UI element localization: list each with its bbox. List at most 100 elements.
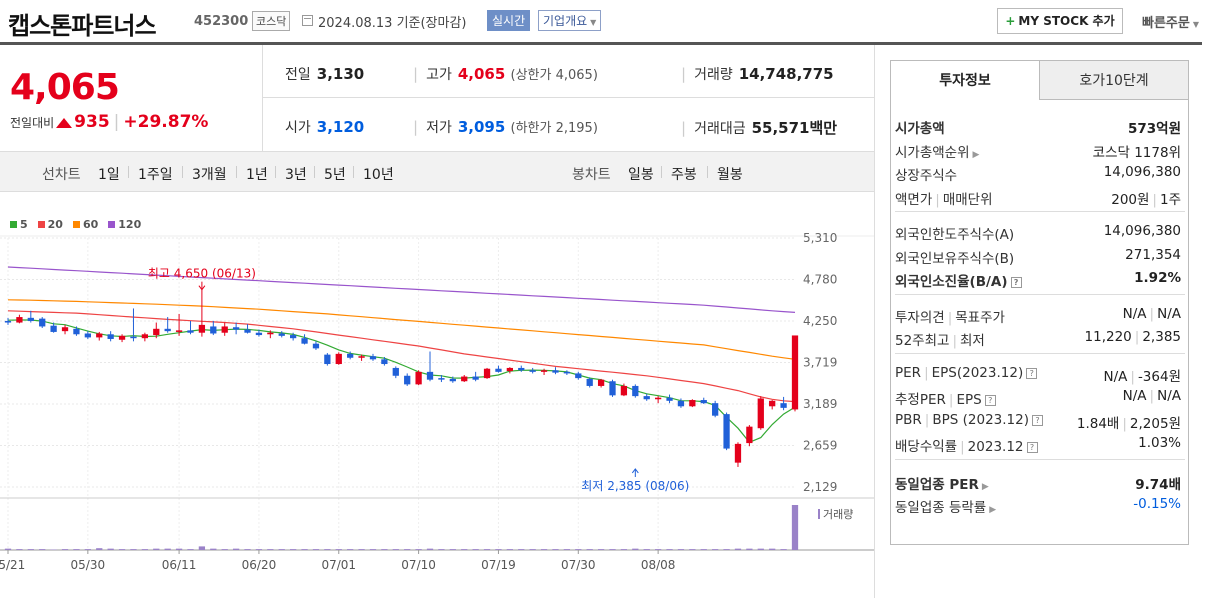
ma-legend-item: 60 — [72, 218, 99, 231]
candle-body — [563, 371, 571, 374]
info-value-text: 573억원 — [1127, 121, 1181, 137]
chevron-right-icon: ▶ — [981, 481, 989, 492]
prev-label: 전일 — [285, 67, 311, 83]
help-icon: ? — [1031, 414, 1043, 426]
volume-bar — [39, 549, 46, 550]
tab-3y[interactable]: 3년 — [285, 167, 307, 183]
info-key-label: 배당수익률 — [895, 439, 958, 455]
realtime-button[interactable]: 실시간 — [487, 10, 531, 31]
volume-bar — [586, 549, 593, 550]
up-arrow-icon — [56, 118, 73, 128]
divider — [314, 166, 315, 178]
divider — [353, 166, 354, 178]
candle-body — [654, 397, 662, 400]
divider: | — [1122, 415, 1127, 432]
volume-bar — [198, 546, 206, 550]
high-label: 고가 — [426, 67, 452, 83]
info-key-label: EPS — [956, 392, 982, 408]
tab-3m[interactable]: 3개월 — [192, 167, 227, 183]
chevron-down-icon: ▼ — [1192, 20, 1199, 29]
section-divider — [895, 352, 1185, 354]
invest-info-box — [890, 100, 1189, 545]
open-value: 3,120 — [316, 118, 365, 136]
ma120-line — [7, 266, 796, 313]
ma-legend-item: 120 — [108, 218, 141, 231]
candle-body — [575, 373, 582, 379]
info-value: 코스닥 1178위 — [1093, 141, 1181, 161]
tab-weekly[interactable]: 주봉 — [671, 167, 697, 183]
candle-body — [290, 335, 297, 339]
candle-body — [107, 334, 114, 339]
divider: | — [948, 392, 954, 408]
candle-body — [267, 332, 274, 335]
legend-label: 60 — [82, 218, 99, 231]
candle-body — [712, 403, 719, 416]
info-key-label: 동일업종 PER — [895, 476, 979, 493]
volume-bar — [175, 548, 183, 550]
high-annotation: 최고 4,650 (06/13) — [148, 267, 256, 281]
info-value: 1.92% — [1134, 270, 1181, 286]
volume-bar — [495, 549, 502, 550]
volume-bar — [301, 549, 308, 550]
volume-bar — [61, 549, 69, 550]
volume-bar — [415, 549, 422, 550]
tab-1w[interactable]: 1주일 — [138, 167, 173, 183]
low-price: | 저가 3,095 (하한가 2,195) — [413, 117, 598, 137]
candle-body — [540, 370, 548, 372]
candle-body — [666, 397, 673, 401]
info-key-label: 상장주식수 — [895, 168, 958, 184]
y-tick-label: 5,310 — [803, 231, 837, 245]
tab-10y[interactable]: 10년 — [363, 167, 394, 183]
corp-info-dropdown[interactable]: 기업개요 ▼ — [538, 10, 602, 31]
info-key-label: PER — [895, 364, 922, 381]
info-key: 외국인소진율(B/A)? — [895, 270, 1022, 290]
candle-body — [141, 334, 149, 339]
x-tick-label: 06/20 — [242, 558, 277, 572]
info-value: 271,354 — [1125, 247, 1181, 263]
volume-bar — [449, 549, 456, 550]
candle-body — [700, 400, 707, 404]
volume-bar — [734, 548, 742, 550]
info-value-text: N/A — [1122, 305, 1147, 322]
candle-body — [50, 325, 57, 332]
tab-1d[interactable]: 1일 — [98, 167, 120, 183]
info-key: 상장주식수 — [895, 164, 957, 184]
info-key-label: EPS(2023.12) — [931, 364, 1024, 381]
tab-hoga[interactable]: 호가10단계 — [1039, 60, 1189, 100]
candle-body — [757, 398, 764, 429]
info-key: 외국인보유주식수(B) — [895, 247, 1014, 267]
volume-bar — [757, 548, 764, 550]
x-tick-label: 07/30 — [561, 558, 596, 572]
stats-box: 전일 3,130 | 고가 4,065 (상한가 4,065) | 거래량 14,748,… — [262, 45, 875, 152]
volume-bar — [426, 548, 434, 550]
candle-body — [221, 326, 228, 333]
volume-bar — [518, 549, 525, 550]
info-value-text: 1주 — [1159, 191, 1181, 208]
volume-legend-label: 거래량 — [823, 508, 853, 521]
volume-bar — [666, 549, 673, 550]
tab-1y[interactable]: 1년 — [246, 167, 268, 183]
chevron-right-icon: ▶ — [972, 149, 980, 160]
volume-bar — [164, 548, 171, 550]
info-key: 액면가 | 매매단위 — [895, 188, 993, 208]
info-value-text: 14,096,380 — [1103, 164, 1181, 180]
info-value-text: N/A — [1122, 388, 1147, 404]
candle-body — [518, 367, 525, 371]
candle-body — [495, 368, 502, 372]
tab-monthly[interactable]: 월봉 — [717, 167, 743, 183]
quick-order-dropdown[interactable]: 빠른주문 ▼ — [1142, 12, 1199, 31]
candle-body — [358, 356, 365, 358]
tab-invest-info[interactable]: 투자정보 — [890, 60, 1040, 100]
divider — [707, 166, 708, 178]
volume-legend-swatch — [818, 509, 820, 519]
mystock-add-button[interactable]: + MY STOCK 추가 — [997, 8, 1123, 34]
tab-5y[interactable]: 5년 — [324, 167, 346, 183]
info-value-text: N/A — [1157, 305, 1181, 322]
header-divider — [0, 42, 1202, 45]
tab-daily[interactable]: 일봉 — [628, 167, 654, 183]
legend-label: 120 — [118, 218, 142, 231]
corp-info-label: 기업개요 — [543, 14, 588, 28]
plus-icon: + — [1005, 14, 1016, 28]
volume-bar — [244, 549, 251, 550]
info-value-text: -364원 — [1137, 368, 1181, 385]
